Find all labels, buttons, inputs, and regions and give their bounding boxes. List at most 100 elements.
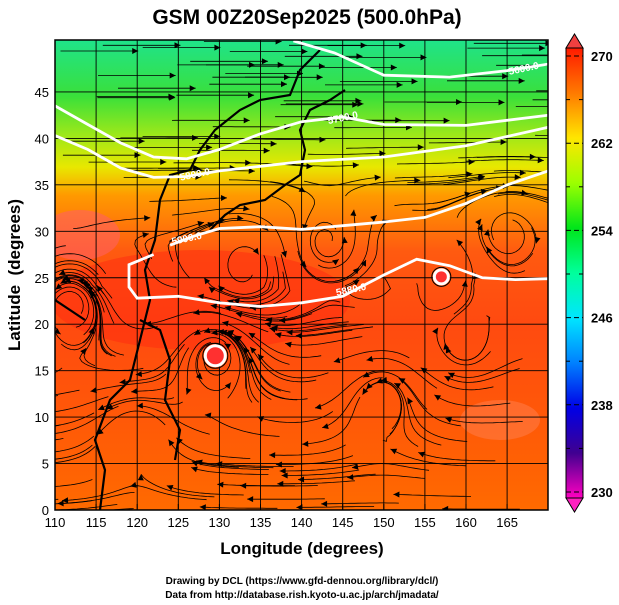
streamline [486, 227, 536, 266]
x-tick-label: 125 [167, 515, 189, 530]
streamline-arrow [47, 295, 55, 303]
streamline-arrow [279, 317, 286, 324]
streamline [407, 175, 485, 183]
streamline-arrow [263, 147, 270, 154]
x-axis-label: Longitude (degrees) [220, 539, 383, 558]
streamline [380, 380, 419, 447]
streamline-arrow [286, 329, 293, 336]
streamline-arrow [448, 372, 455, 379]
colorbar-min-arrow [565, 497, 584, 513]
streamline [458, 155, 536, 159]
streamline [366, 357, 438, 389]
streamline-arrow [321, 500, 328, 507]
streamline [96, 285, 158, 330]
streamline [443, 272, 476, 347]
streamline [505, 191, 548, 199]
streamline-arrow [390, 64, 397, 71]
streamline [55, 438, 64, 441]
x-tick-label: 120 [126, 515, 148, 530]
streamline [333, 350, 410, 363]
streamline-arrow [269, 326, 277, 333]
streamline [406, 177, 485, 185]
streamline-arrow [194, 329, 201, 335]
streamline-arrow [248, 167, 255, 174]
streamline-arrow [237, 215, 244, 221]
streamline-arrow [15, 484, 21, 490]
streamline-arrow [277, 480, 284, 487]
streamline [144, 310, 222, 325]
streamline-arrow [131, 388, 138, 395]
streamline-arrow [519, 169, 526, 176]
streamline [281, 469, 360, 476]
streamline [149, 197, 228, 202]
streamline-arrow [350, 209, 357, 217]
streamline-arrow [396, 81, 403, 88]
streamline-arrow [411, 78, 418, 85]
y-tick-label: 0 [42, 503, 49, 518]
streamline [445, 315, 491, 361]
streamline-arrow [269, 452, 276, 459]
streamline-arrow [301, 224, 308, 231]
streamline-arrow [2, 397, 8, 403]
streamline [208, 276, 275, 300]
streamline-arrow [379, 150, 386, 157]
streamline-arrow [168, 439, 175, 447]
streamline-arrow [445, 346, 452, 354]
streamline-arrow [316, 74, 323, 81]
streamline-arrow [218, 285, 225, 293]
streamline-arrow [224, 382, 231, 390]
streamline [265, 300, 341, 321]
streamline [453, 239, 474, 315]
streamline-arrow [502, 73, 509, 80]
streamline [228, 179, 306, 193]
streamline [321, 502, 399, 505]
streamline-arrow [248, 92, 255, 99]
colorbar-label: 238 [591, 398, 613, 413]
streamline [227, 330, 281, 392]
streamline [394, 173, 473, 179]
streamline [119, 344, 185, 383]
streamline [58, 272, 115, 324]
streamline-arrow [193, 309, 200, 316]
x-tick-label: 155 [414, 515, 436, 530]
streamline-arrow [444, 376, 452, 382]
streamline-arrow [352, 279, 360, 286]
streamline [240, 485, 318, 487]
streamline-arrow [98, 404, 105, 411]
streamline-arrow [468, 159, 475, 166]
streamline [275, 329, 353, 337]
y-tick-label: 10 [35, 410, 49, 425]
x-tick-label: 130 [209, 515, 231, 530]
streamline-arrow [135, 371, 143, 378]
streamline-arrow [243, 205, 250, 212]
streamline-arrow [247, 496, 254, 503]
y-tick-label: 35 [35, 178, 49, 193]
streamline [487, 219, 525, 255]
streamline [307, 152, 386, 156]
height-contour [293, 40, 548, 79]
streamline [224, 304, 301, 316]
streamline [418, 452, 496, 462]
streamline-arrow [398, 378, 406, 384]
streamline-arrow [537, 157, 544, 164]
streamline [279, 463, 358, 472]
streamline-arrow [284, 74, 291, 81]
streamline [351, 463, 430, 471]
streamline [83, 290, 98, 367]
streamline-arrow [19, 451, 25, 457]
x-tick-label: 110 [45, 515, 66, 530]
streamline [55, 500, 92, 505]
streamline-arrow [197, 220, 204, 227]
coastline [209, 89, 346, 231]
streamline-arrow [414, 177, 421, 184]
streamline-arrow [222, 320, 229, 327]
streamline [445, 417, 523, 424]
footer-credit-drawing: Drawing by DCL (https://www.gfd-dennou.o… [166, 576, 439, 587]
streamline-arrow [243, 117, 250, 124]
streamline-arrow [480, 188, 488, 195]
streamline [55, 260, 99, 275]
streamline-arrow [608, 88, 614, 94]
streamline-arrow [168, 93, 175, 100]
streamline [314, 229, 345, 258]
